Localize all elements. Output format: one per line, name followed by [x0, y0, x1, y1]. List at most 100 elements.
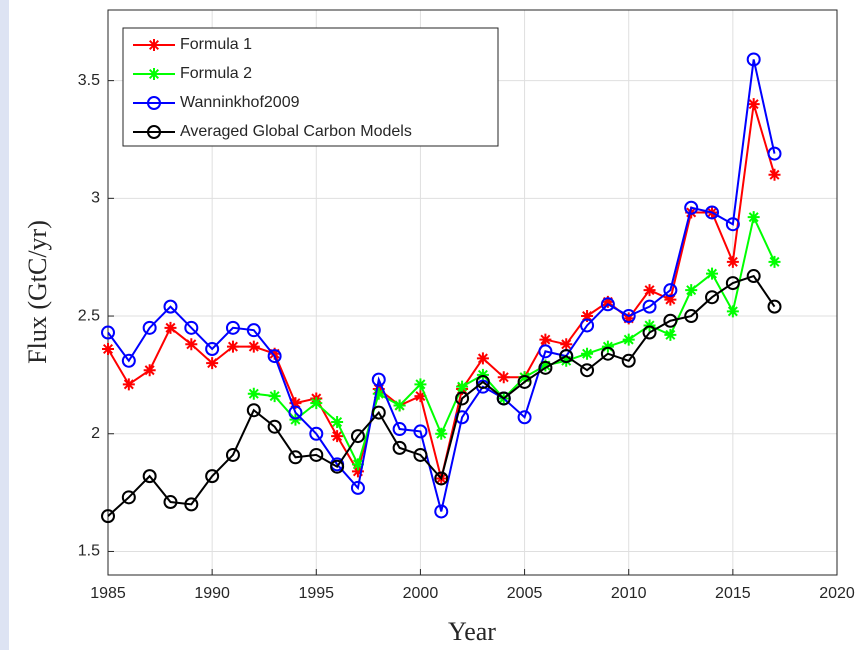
data-point [371, 372, 386, 387]
data-point [517, 374, 532, 389]
data-point [247, 387, 260, 400]
data-point [475, 374, 490, 389]
data-point [206, 357, 219, 370]
data-point [184, 320, 199, 335]
data-point [664, 328, 677, 341]
data-point [664, 293, 677, 306]
data-point [476, 352, 489, 365]
data-point [413, 424, 428, 439]
y-tick-label: 3 [91, 190, 100, 207]
data-point [288, 405, 303, 420]
data-point [601, 340, 614, 353]
data-point [497, 371, 510, 384]
data-point [101, 509, 115, 524]
data-point [643, 284, 656, 297]
data-point [601, 295, 614, 308]
data-point [225, 320, 240, 335]
data-point [143, 364, 156, 377]
data-point [225, 447, 240, 462]
data-point [267, 419, 282, 434]
y-tick-label: 2.5 [78, 307, 100, 324]
data-point [414, 378, 427, 391]
data-point [372, 387, 385, 400]
data-point [622, 312, 635, 325]
data-point [476, 368, 489, 381]
data-point [184, 497, 199, 512]
data-point [580, 363, 595, 378]
data-point [642, 325, 657, 340]
data-point [185, 338, 198, 351]
data-point [539, 333, 552, 346]
legend-marker [148, 39, 160, 51]
data-point [496, 391, 511, 406]
x-tick-label: 2000 [403, 585, 439, 602]
data-point [455, 391, 470, 406]
data-point [560, 354, 573, 367]
window-edge [0, 0, 9, 650]
data-point [706, 267, 719, 280]
data-point [310, 397, 323, 410]
data-point [289, 397, 302, 410]
x-axis-label: Year [448, 617, 496, 646]
data-point [350, 429, 365, 444]
legend-label: Formula 1 [180, 36, 252, 53]
data-point [267, 349, 282, 364]
data-point [414, 390, 427, 403]
data-point [726, 305, 739, 318]
data-point [622, 333, 635, 346]
y-tick-label: 2 [91, 425, 100, 442]
data-point [663, 283, 678, 298]
data-point [456, 380, 469, 393]
data-point [455, 410, 470, 425]
data-point [142, 469, 157, 484]
series-line [107, 59, 776, 512]
data-point [289, 413, 302, 426]
data-point [163, 495, 178, 510]
data-point [226, 340, 239, 353]
series-line [107, 274, 776, 517]
data-point [747, 211, 760, 224]
legend-label: Averaged Global Carbon Models [180, 123, 412, 140]
data-point [684, 200, 699, 215]
data-point [767, 146, 782, 161]
data-point [725, 276, 740, 291]
data-point [580, 318, 595, 333]
x-tick-label: 2020 [819, 585, 855, 602]
data-point [309, 426, 324, 441]
data-point [538, 344, 553, 359]
legend-label: Formula 2 [180, 65, 252, 82]
data-point [684, 309, 699, 324]
data-point [600, 346, 615, 361]
data-point [581, 347, 594, 360]
plot-frame [107, 9, 838, 576]
data-point [643, 319, 656, 332]
legend-marker [147, 125, 161, 139]
data-point [725, 217, 740, 232]
data-point [351, 458, 364, 471]
data-point [101, 325, 115, 340]
data-point [517, 410, 532, 425]
x-tick-label: 1985 [90, 585, 126, 602]
x-tick-label: 1990 [194, 585, 230, 602]
data-point [747, 98, 760, 111]
data-point [663, 313, 678, 328]
legend-marker [147, 96, 161, 110]
series-line [253, 214, 776, 468]
data-point [246, 323, 261, 338]
legend: Formula 1 Formula 2 Wanninkhof2009 Averaged… [122, 27, 499, 147]
data-point [268, 390, 281, 403]
legend-box [122, 27, 499, 147]
data-point [330, 459, 345, 474]
data-point [705, 290, 720, 305]
data-point [538, 360, 553, 375]
data-point [393, 399, 406, 412]
data-point [413, 447, 428, 462]
data-point [102, 343, 114, 355]
data-point [121, 490, 136, 505]
y-tick-label: 1.5 [78, 543, 100, 560]
data-point [768, 255, 781, 268]
data-point [331, 415, 344, 428]
data-point [350, 480, 365, 495]
data-point [371, 405, 386, 420]
data-point [560, 338, 573, 351]
